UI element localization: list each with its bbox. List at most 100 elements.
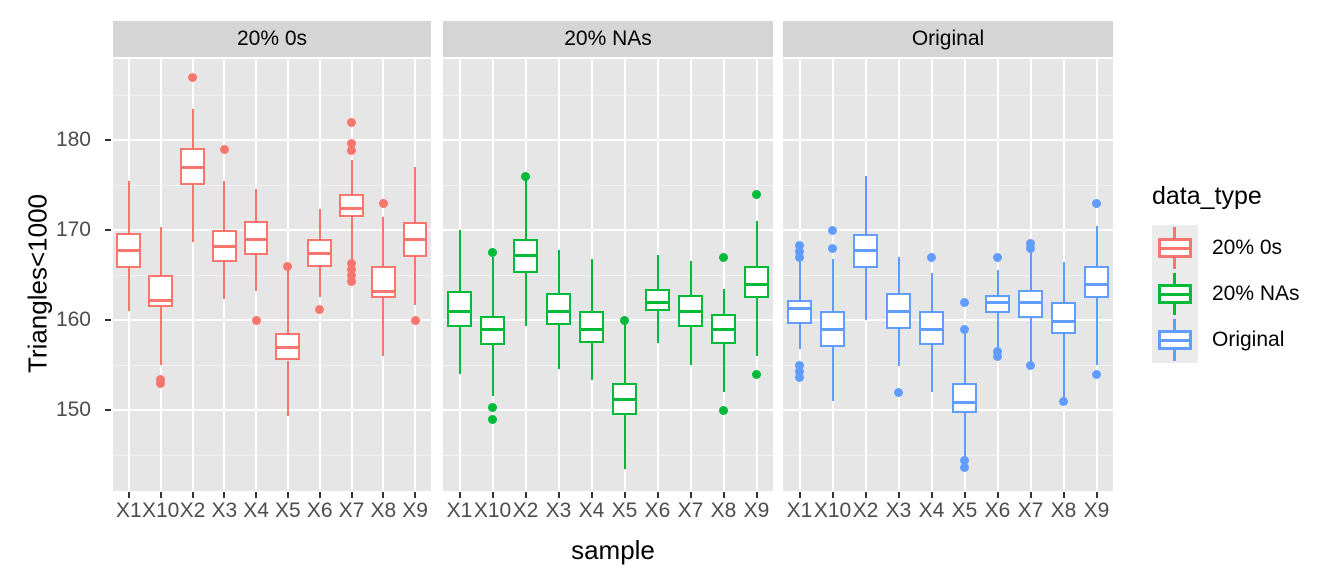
gridline-minor: [783, 95, 1113, 96]
median-line: [479, 327, 506, 331]
whisker-lower: [590, 343, 593, 381]
x-tick-mark: [930, 492, 933, 498]
whisker-lower: [798, 323, 801, 349]
whisker-upper: [1062, 262, 1065, 302]
median-line: [1017, 300, 1044, 304]
whisker-upper: [831, 258, 834, 311]
x-tick-label-X3: X3: [885, 499, 912, 522]
whisker-upper: [223, 180, 226, 230]
whisker-lower: [127, 267, 130, 311]
x-tick-mark: [963, 492, 966, 498]
whisker-upper: [897, 257, 900, 293]
gridline-major: [783, 229, 1113, 231]
median-line: [885, 309, 912, 313]
x-tick-mark: [491, 492, 494, 498]
whisker-upper: [590, 258, 593, 311]
whisker-upper: [191, 108, 194, 149]
outlier-point: [620, 315, 629, 325]
gridline-vertical: [722, 59, 725, 491]
box-iqr: [545, 293, 572, 326]
outlier-point: [378, 198, 388, 208]
median-line: [339, 206, 364, 210]
outlier-point: [1026, 244, 1035, 254]
x-tick-mark: [557, 492, 560, 498]
gridline-minor: [113, 275, 431, 276]
legend-item-2[interactable]: 20% NAs: [1152, 271, 1300, 317]
x-tick-label-X8: X8: [370, 499, 397, 522]
x-tick-mark: [255, 492, 258, 498]
legend-item-1[interactable]: 20% 0s: [1152, 225, 1300, 271]
box-iqr: [148, 275, 174, 308]
median-line: [1050, 320, 1077, 324]
legend-key-swatch: [1152, 225, 1198, 271]
legend-item-3[interactable]: Original: [1152, 317, 1300, 363]
gridline-major: [443, 319, 773, 321]
box-iqr: [446, 291, 473, 328]
legend-key-swatch: [1152, 317, 1198, 363]
whisker-lower: [350, 217, 353, 272]
outlier-point: [1092, 369, 1101, 379]
x-tick-mark: [159, 492, 162, 498]
y-tick-label: 170: [55, 218, 91, 241]
box-iqr: [743, 266, 770, 299]
outlier-point: [488, 414, 497, 424]
outlier-point: [993, 252, 1002, 262]
whisker-upper: [414, 167, 417, 222]
whisker-lower: [318, 266, 321, 297]
median-line: [644, 301, 671, 305]
outlier-point: [488, 402, 497, 412]
outlier-point: [795, 240, 804, 250]
x-tick-label-X8: X8: [1050, 499, 1077, 522]
gridline-minor: [113, 365, 431, 366]
x-axis-title: sample: [571, 535, 655, 565]
gridline-minor: [113, 455, 431, 456]
gridline-major: [443, 139, 773, 141]
whisker-lower: [963, 412, 966, 464]
median-line: [512, 253, 539, 257]
legend-item-label: 20% 0s: [1212, 236, 1283, 259]
legend-items: 20% 0s 20% NAs Original: [1152, 225, 1300, 363]
x-tick-mark: [722, 492, 725, 498]
whisker-lower: [491, 345, 494, 397]
median-line: [402, 237, 428, 241]
outlier-point: [1026, 239, 1035, 248]
outlier-point: [795, 247, 804, 257]
x-tick-mark: [1095, 492, 1098, 498]
y-tick-label: 160: [55, 308, 91, 331]
gridline-major: [443, 229, 773, 231]
whisker-lower: [831, 347, 834, 401]
x-tick-mark: [414, 492, 417, 498]
gridline-major: [113, 229, 431, 231]
gridline-vertical: [191, 59, 194, 491]
outlier-point: [752, 189, 761, 199]
y-tick-label: 150: [55, 398, 91, 421]
legend-item-label: Original: [1212, 328, 1285, 351]
facet-strip-label: Original: [911, 27, 985, 50]
outlier-point: [828, 225, 837, 235]
whisker-upper: [689, 260, 692, 295]
outlier-point: [347, 276, 356, 286]
whisker-upper: [1029, 251, 1032, 291]
facet-strip-2: 20% NAs: [443, 21, 773, 57]
whisker-upper: [656, 255, 659, 290]
median-line: [148, 298, 174, 302]
x-tick-label-X5: X5: [611, 499, 638, 522]
gridline-major: [783, 409, 1113, 411]
median-line: [578, 327, 605, 331]
gridline-vertical: [963, 59, 966, 491]
gridline-major: [113, 409, 431, 411]
outlier-point: [251, 315, 261, 325]
outlier-point: [347, 271, 356, 281]
median-line: [211, 244, 237, 248]
gridline-minor: [783, 455, 1113, 456]
gridline-minor: [443, 185, 773, 186]
median-line: [116, 249, 142, 253]
x-tick-label-X7: X7: [1017, 499, 1044, 522]
median-line: [819, 327, 846, 331]
legend-key-median: [1158, 247, 1192, 250]
x-tick-label-X8: X8: [710, 499, 737, 522]
gridline-minor: [783, 365, 1113, 366]
x-tick-mark: [755, 492, 758, 498]
median-line: [243, 237, 269, 241]
gridline-major: [113, 319, 431, 321]
